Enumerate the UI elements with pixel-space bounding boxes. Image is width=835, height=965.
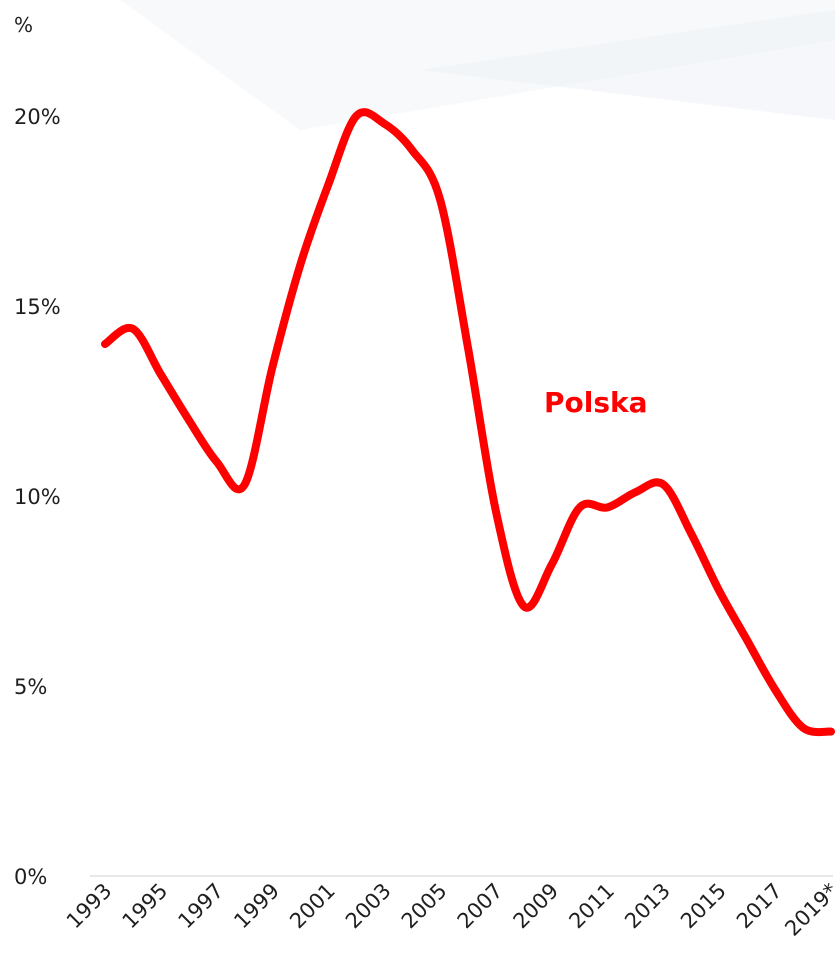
y-axis-ticks: 0% 5% 10% 15% 20% xyxy=(14,105,61,889)
x-tick-label: 1995 xyxy=(118,879,173,934)
y-tick-label: 5% xyxy=(14,675,47,699)
x-tick-label: 2015 xyxy=(676,879,731,934)
y-tick-label: 10% xyxy=(14,485,61,509)
x-tick-label: 2003 xyxy=(341,879,396,934)
x-tick-label: 2019* xyxy=(780,879,835,941)
x-axis-ticks: 1993 1995 1997 1999 2001 2003 2005 2007 2009 2011… xyxy=(62,879,835,941)
series-label-polska: Polska xyxy=(544,386,648,419)
x-tick-label: 2017 xyxy=(732,879,787,934)
x-tick-label: 2005 xyxy=(397,879,452,934)
x-tick-label: 1999 xyxy=(229,879,284,934)
x-tick-label: 2007 xyxy=(453,879,508,934)
x-tick-label: 2013 xyxy=(620,879,675,934)
y-tick-label: 20% xyxy=(14,105,61,129)
y-axis-unit-label: % xyxy=(14,13,33,37)
series-line-polska xyxy=(101,108,835,737)
x-tick-label: 2001 xyxy=(285,879,340,934)
x-tick-label: 1997 xyxy=(173,879,228,934)
y-tick-label: 0% xyxy=(14,865,47,889)
series-points xyxy=(101,112,835,736)
x-tick-label: 1993 xyxy=(62,879,117,934)
y-tick-label: 15% xyxy=(14,295,61,319)
x-tick-label: 2011 xyxy=(564,879,619,934)
x-tick-label: 2009 xyxy=(509,879,564,934)
